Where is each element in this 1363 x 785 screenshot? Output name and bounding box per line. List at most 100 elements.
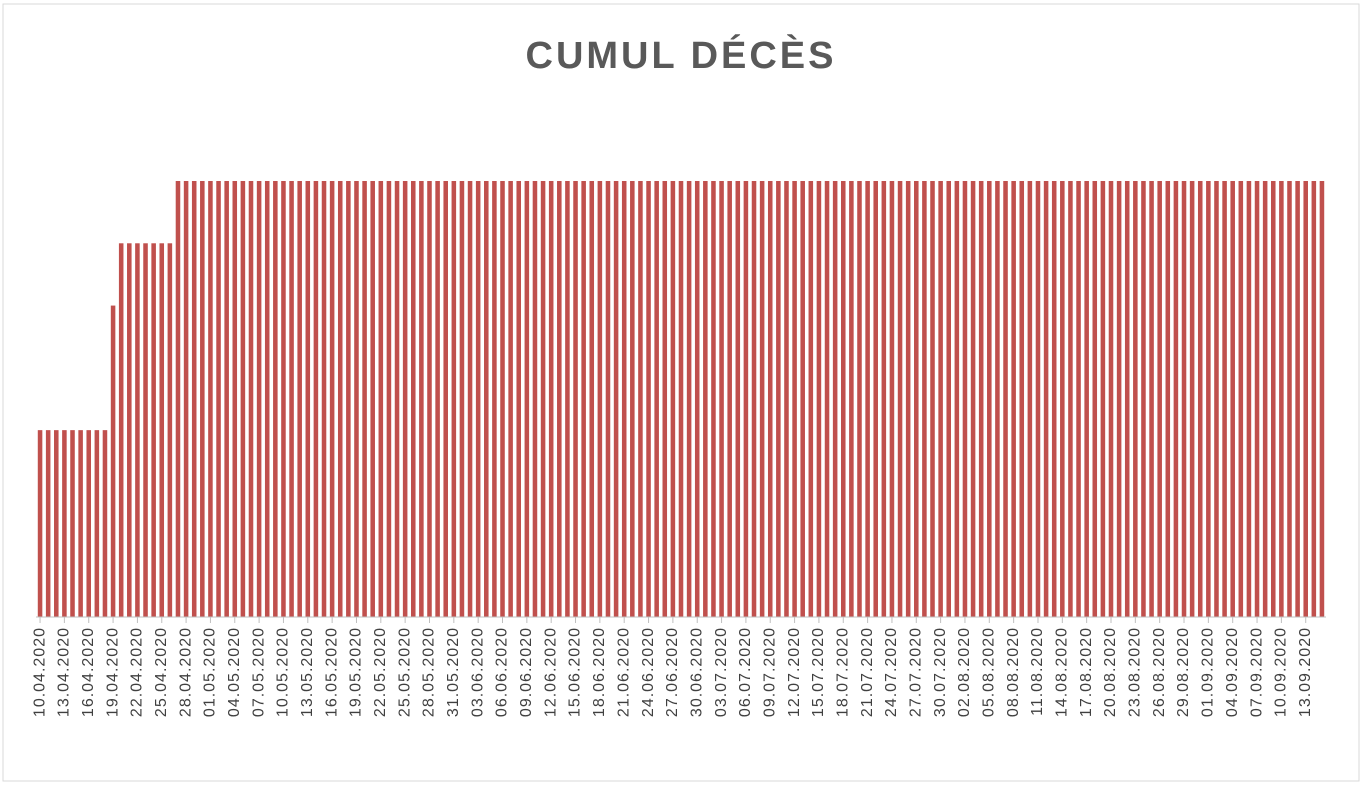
bar — [313, 181, 319, 617]
x-tick-label: 25.04.2020 — [153, 627, 170, 717]
bar — [897, 181, 903, 617]
x-tick-label: 19.05.2020 — [348, 627, 365, 717]
bar — [946, 181, 952, 617]
x-tick-label: 06.07.2020 — [737, 627, 754, 717]
bar — [865, 181, 870, 617]
x-tick-label: 27.06.2020 — [664, 627, 681, 717]
bar — [54, 430, 59, 617]
bar — [305, 181, 311, 617]
bar — [1303, 181, 1308, 617]
x-tick-label: 12.07.2020 — [786, 627, 803, 717]
bar — [402, 181, 408, 617]
bar — [540, 181, 546, 617]
bar — [808, 181, 814, 617]
bar — [118, 243, 124, 618]
bar — [751, 181, 757, 617]
bar — [1076, 181, 1081, 617]
bar — [922, 181, 927, 617]
bar — [735, 181, 741, 617]
bar — [1003, 181, 1008, 617]
bar — [1068, 181, 1073, 617]
x-tick-label: 07.09.2020 — [1248, 627, 1265, 717]
bar — [346, 181, 351, 617]
bar — [1222, 181, 1227, 617]
bar — [1116, 181, 1122, 617]
bar — [329, 181, 335, 617]
bar — [784, 181, 789, 617]
x-tick-label: 16.05.2020 — [323, 627, 340, 717]
bar — [37, 430, 43, 617]
x-tick-label: 06.06.2020 — [494, 627, 511, 717]
bar — [1084, 181, 1089, 617]
bar — [1173, 181, 1179, 617]
bar — [1189, 181, 1195, 617]
bar — [191, 181, 197, 617]
bar — [1311, 181, 1317, 617]
x-tick-label: 23.08.2020 — [1127, 627, 1144, 717]
bar — [767, 181, 773, 617]
bar — [459, 181, 465, 617]
bar — [970, 181, 976, 617]
bar — [1149, 181, 1154, 617]
bar — [94, 430, 100, 617]
x-tick-label: 13.09.2020 — [1297, 627, 1314, 717]
bar — [1027, 181, 1033, 617]
x-tick-label: 10.05.2020 — [275, 627, 292, 717]
x-tick-label: 22.05.2020 — [372, 627, 389, 717]
bar — [662, 181, 668, 617]
bar — [492, 181, 497, 617]
bar — [1214, 181, 1219, 617]
bar — [1206, 181, 1211, 617]
bar — [1019, 181, 1025, 617]
bar — [816, 181, 822, 617]
x-tick-label: 29.08.2020 — [1175, 627, 1192, 717]
bar — [484, 181, 489, 617]
bar — [102, 430, 108, 617]
bar — [70, 430, 75, 617]
x-tick-label: 04.05.2020 — [226, 627, 243, 717]
x-tick-label: 15.06.2020 — [567, 627, 584, 717]
bar — [394, 181, 400, 617]
bar — [151, 243, 156, 618]
bar — [800, 181, 805, 617]
bar — [638, 181, 643, 617]
x-tick-label: 21.06.2020 — [615, 627, 632, 717]
bar — [62, 430, 67, 617]
bar — [78, 430, 83, 617]
x-tick-label: 01.05.2020 — [202, 627, 219, 717]
bar — [1108, 181, 1114, 617]
x-tick-label: 28.04.2020 — [177, 627, 194, 717]
bar — [832, 181, 838, 617]
bar — [1051, 181, 1057, 617]
x-tick-label: 15.07.2020 — [810, 627, 827, 717]
bar — [1092, 181, 1098, 617]
bar — [557, 181, 562, 617]
bar — [630, 181, 635, 617]
bar — [646, 181, 651, 617]
bar — [954, 181, 960, 617]
bar — [110, 305, 116, 617]
x-tick-label: 13.04.2020 — [56, 627, 73, 717]
bar — [1124, 181, 1130, 617]
bar — [1181, 181, 1187, 617]
x-tick-label: 01.09.2020 — [1200, 627, 1217, 717]
bar — [1230, 181, 1235, 617]
bar — [1279, 181, 1284, 617]
bar — [1197, 181, 1203, 617]
bar — [573, 181, 578, 617]
x-tick-label: 19.04.2020 — [104, 627, 121, 717]
x-tick-label: 27.07.2020 — [908, 627, 925, 717]
bar — [516, 181, 522, 617]
bar — [264, 181, 270, 617]
bar — [930, 181, 935, 617]
bar — [978, 181, 984, 617]
bar — [938, 181, 943, 617]
x-tick-label: 18.07.2020 — [834, 627, 851, 717]
bar — [86, 430, 92, 617]
bar — [1287, 181, 1292, 617]
bar — [1319, 181, 1325, 617]
bar — [711, 181, 716, 617]
bar — [597, 181, 603, 617]
bar — [256, 181, 262, 617]
bar — [508, 181, 513, 617]
